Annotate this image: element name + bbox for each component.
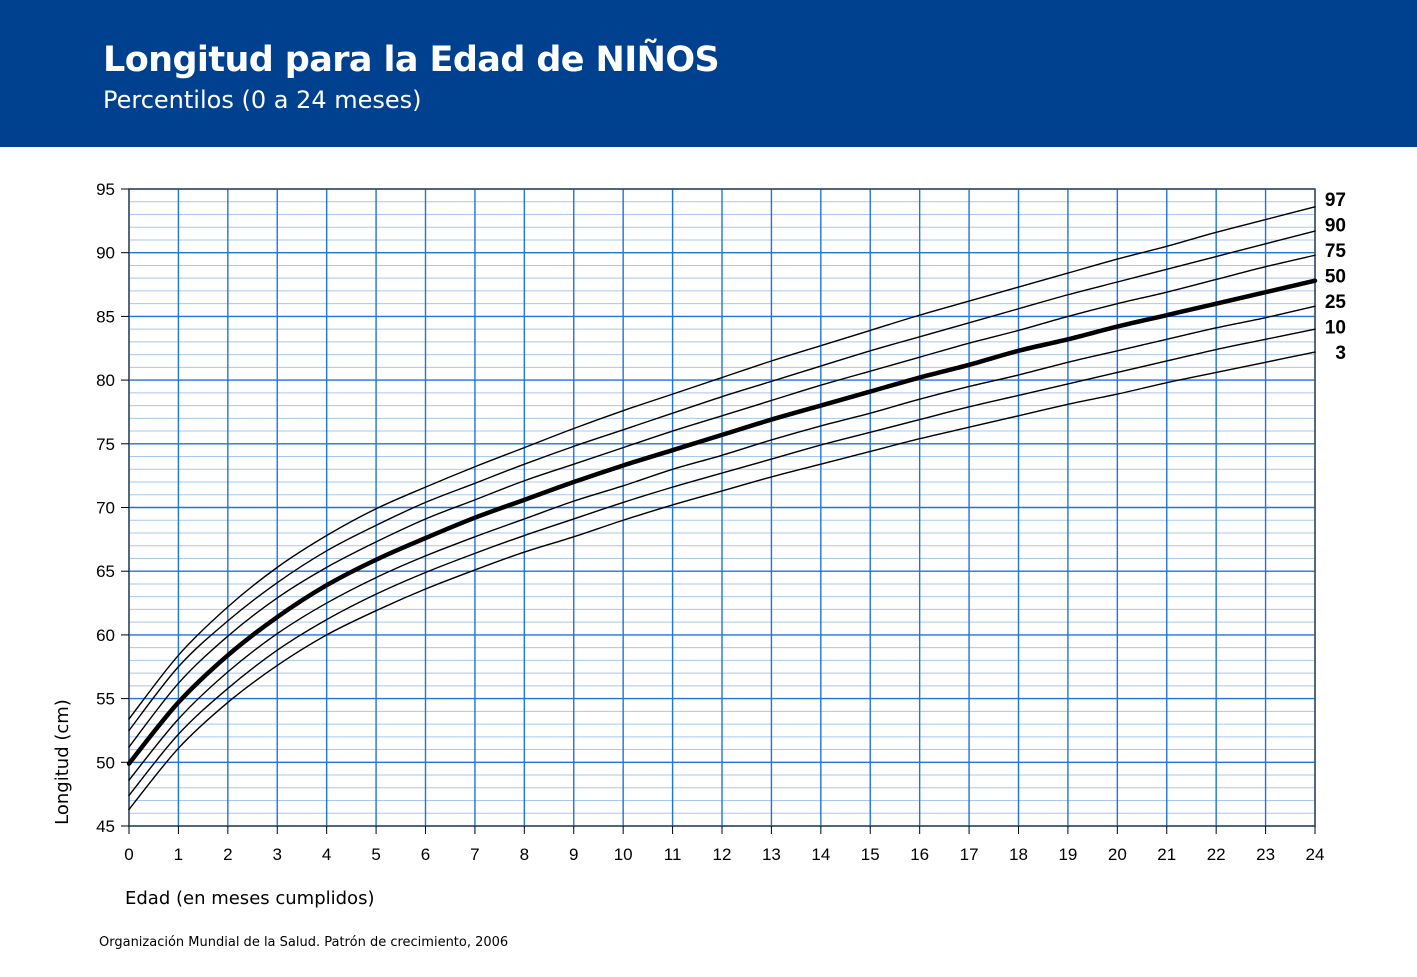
y-tick-label: 50 [96, 753, 115, 772]
x-tick-label: 13 [762, 845, 781, 864]
x-tick-label: 2 [223, 845, 232, 864]
x-tick-label: 19 [1058, 845, 1077, 864]
y-tick-label: 85 [96, 307, 115, 326]
y-tick-label: 65 [96, 562, 115, 581]
percentile-label-p75: 75 [1325, 241, 1347, 262]
chart-subtitle: Percentilos (0 a 24 meses) [103, 86, 422, 114]
percentile-curve-p25 [128, 305, 1316, 781]
percentile-curve-p90 [128, 230, 1316, 732]
percentile-labels: 97 90 75 50 25 10 3 [1325, 190, 1347, 364]
x-tick-label: 21 [1157, 845, 1176, 864]
grid [128, 188, 1316, 827]
x-tick-label: 23 [1256, 845, 1275, 864]
y-tick-label: 45 [96, 817, 115, 836]
x-tick-label: 6 [421, 845, 430, 864]
x-tick-label: 5 [371, 845, 380, 864]
x-tick-label: 1 [174, 845, 183, 864]
percentile-curves [126, 206, 1318, 811]
x-tick-label: 17 [960, 845, 979, 864]
y-tick-label: 95 [96, 180, 115, 199]
x-tick-label: 22 [1207, 845, 1226, 864]
percentile-curve-p97 [128, 206, 1316, 720]
percentile-label-p10: 10 [1325, 318, 1346, 339]
y-tick-label: 55 [96, 690, 115, 709]
source-credit: Organización Mundial de la Salud. Patrón… [99, 935, 509, 950]
header-banner: Longitud para la Edad de NIÑOS Percentil… [0, 0, 1417, 147]
percentile-label-p3: 3 [1335, 343, 1346, 364]
percentile-curve-p50 [126, 278, 1318, 766]
x-axis-label: Edad (en meses cumplidos) [125, 888, 374, 909]
chart-title: Longitud para la Edad de NIÑOS [103, 40, 720, 80]
x-tick-label: 9 [569, 845, 578, 864]
y-tick-label: 70 [96, 499, 115, 518]
x-tick-label: 14 [811, 845, 830, 864]
y-axis-ticks: 45 50 55 60 65 70 75 80 85 90 95 [96, 180, 129, 836]
x-tick-label: 10 [614, 845, 633, 864]
y-axis-label: Longitud (cm) [52, 699, 73, 825]
x-tick-label: 20 [1108, 845, 1127, 864]
x-tick-label: 3 [273, 845, 282, 864]
y-tick-label: 90 [96, 244, 115, 263]
percentile-label-p90: 90 [1325, 216, 1346, 237]
percentile-label-p25: 25 [1325, 292, 1347, 313]
x-tick-label: 12 [713, 845, 732, 864]
x-axis-ticks: 0 1 2 3 4 5 6 7 8 9 10 11 12 13 14 15 16 17 18 19 20 21 22 23 24 [124, 826, 1324, 864]
x-tick-label: 11 [664, 845, 682, 864]
x-tick-label: 0 [124, 845, 133, 864]
x-tick-label: 8 [520, 845, 529, 864]
percentile-label-p97: 97 [1325, 190, 1346, 211]
percentile-curve-p10 [128, 328, 1316, 797]
x-tick-label: 18 [1009, 845, 1028, 864]
percentile-curve-p3 [128, 351, 1316, 811]
percentile-label-p50: 50 [1325, 267, 1346, 288]
x-tick-label: 24 [1306, 845, 1325, 864]
x-tick-label: 7 [470, 845, 479, 864]
percentile-curve-p75 [128, 254, 1316, 748]
x-tick-label: 16 [910, 845, 929, 864]
y-tick-label: 60 [96, 626, 115, 645]
x-tick-label: 15 [861, 845, 880, 864]
x-tick-label: 4 [322, 845, 331, 864]
y-tick-label: 80 [96, 371, 115, 390]
y-tick-label: 75 [96, 435, 115, 454]
